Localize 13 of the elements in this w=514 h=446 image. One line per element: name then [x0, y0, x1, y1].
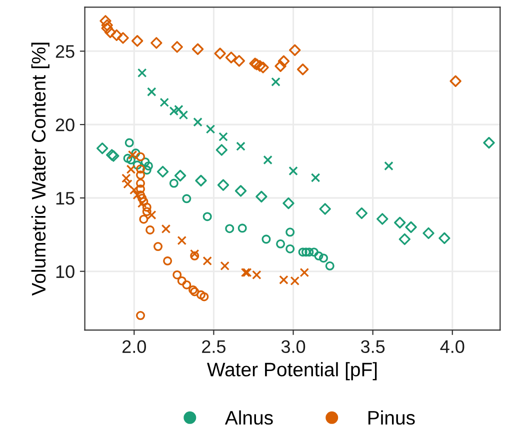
- legend-label: Alnus: [224, 410, 273, 425]
- x-tick-label: 4.0: [440, 340, 464, 354]
- y-tick-label: 25: [56, 45, 74, 58]
- x-tick-label: 2.0: [122, 340, 146, 354]
- y-tick-label: 20: [56, 118, 74, 132]
- y-axis-title: Volumetric Water Content [%]: [31, 42, 50, 296]
- y-tick-label: 15: [56, 192, 74, 205]
- x-axis-title: Water Potential [pF]: [207, 362, 377, 380]
- y-tick-label: 10: [56, 265, 74, 278]
- x-tick-label: 3.5: [360, 340, 385, 354]
- x-tick-label: 3.0: [281, 340, 306, 354]
- x-tick-label: 2.5: [202, 340, 226, 354]
- legend-label: Pinus: [368, 410, 415, 425]
